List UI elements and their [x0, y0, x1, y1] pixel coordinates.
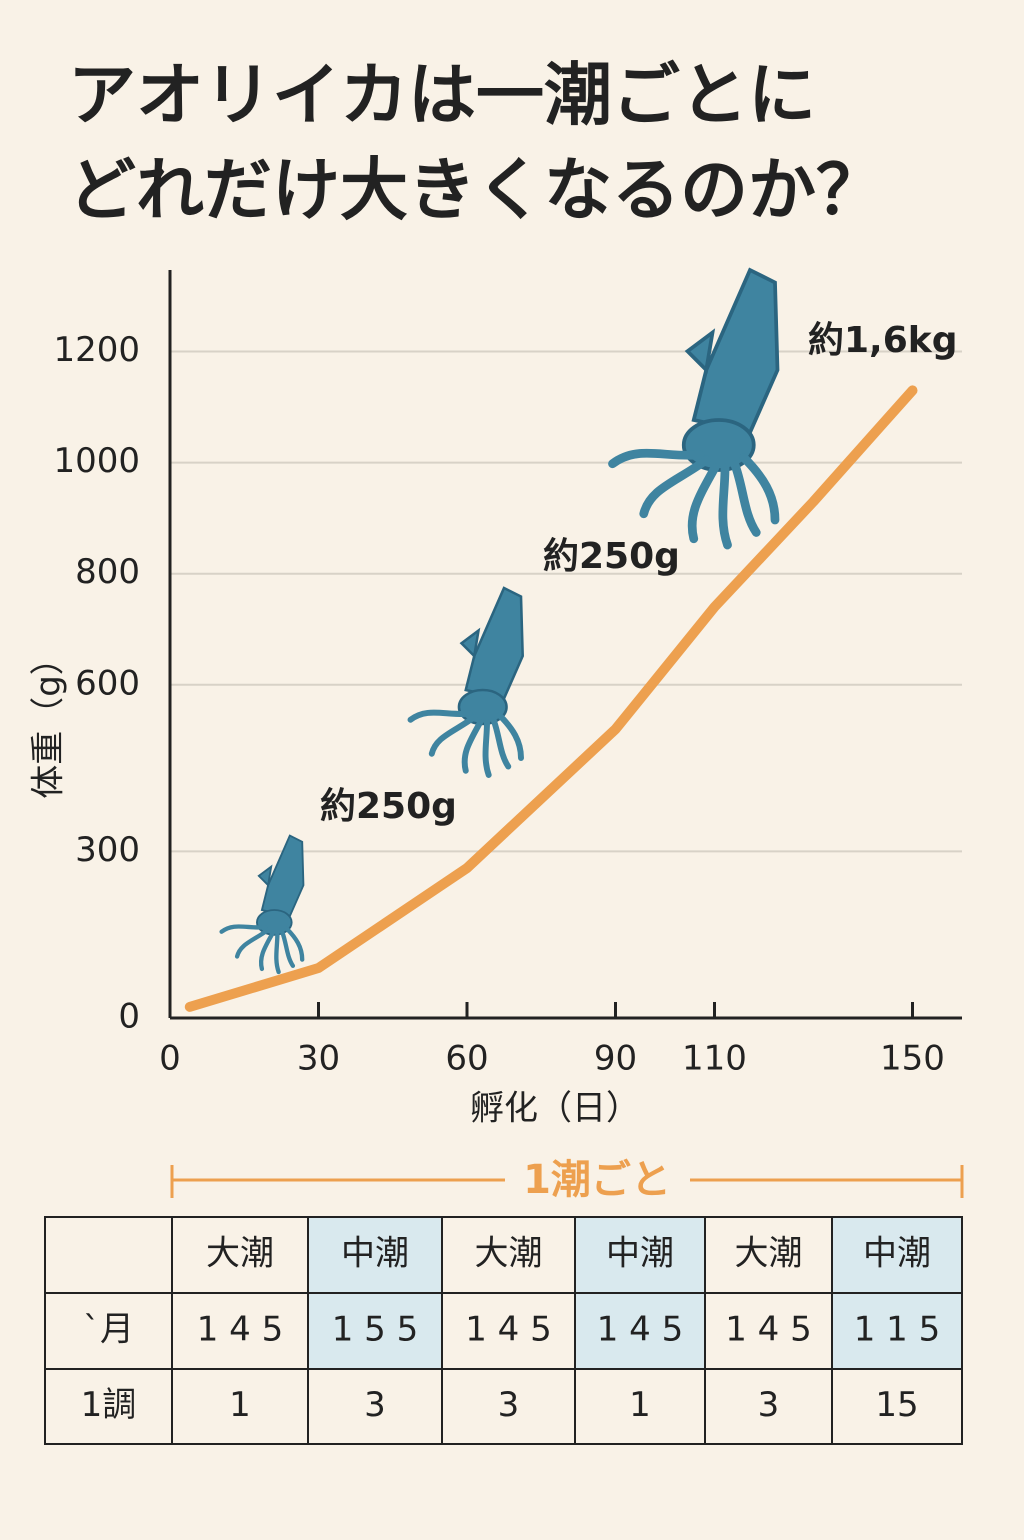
x-tick-label: 90: [594, 1039, 637, 1079]
table-cell: [44, 1216, 173, 1294]
table-cell: [704, 1292, 833, 1370]
table-cell: [574, 1216, 706, 1294]
x-tick-label: 60: [445, 1039, 488, 1079]
cell-text: 大潮: [475, 1234, 543, 1274]
bracket-bg: [505, 1155, 690, 1205]
x-tick-label: 30: [297, 1039, 340, 1079]
table-cell: [831, 1292, 963, 1370]
x-tick-label: 110: [682, 1039, 747, 1079]
cell-text: 大潮: [206, 1234, 274, 1274]
cell-text: 1 4 5: [597, 1310, 684, 1350]
table-cell: [307, 1216, 443, 1294]
cell-text: 1 4 5: [725, 1310, 812, 1350]
cell-text: 大潮: [735, 1234, 803, 1274]
table-cell: [171, 1292, 309, 1370]
table-cell: [441, 1368, 576, 1445]
x-tick-label: 0: [159, 1039, 181, 1079]
table-cell: [307, 1368, 443, 1445]
x-axis-label: 孵化（日）: [470, 1089, 640, 1129]
annotation: 約250g: [543, 536, 680, 577]
bracket-label: 1潮ごと: [523, 1157, 671, 1203]
table-cell: [44, 1368, 173, 1445]
data-line: [184, 385, 918, 1012]
cell-text: 中潮: [863, 1234, 931, 1274]
title-line: どれだけ大きくなるのか？: [68, 152, 884, 231]
y-tick-label: 0: [118, 997, 140, 1037]
cell-text: 3: [498, 1385, 520, 1425]
y-tick-label: 1200: [53, 330, 140, 370]
cell-text: 1: [229, 1385, 251, 1425]
title-line: アオリイカは一潮ごとに: [68, 57, 816, 136]
cell-text: `月: [83, 1310, 134, 1350]
y-tick-label: 800: [75, 552, 140, 592]
table-cell: [171, 1368, 309, 1445]
y-tick-label: 300: [75, 830, 140, 870]
table-cell: [831, 1368, 963, 1445]
squid-icon: [613, 270, 778, 545]
cell-text: 中潮: [341, 1234, 409, 1274]
annotation: 約250g: [320, 786, 457, 827]
table-cell: [574, 1368, 706, 1445]
y-tick-label: 1000: [53, 441, 140, 481]
x-tick-label: 150: [880, 1039, 945, 1079]
cell-text: 1 1 5: [854, 1310, 941, 1350]
y-tick-label: 600: [75, 663, 140, 703]
squid-icon: [411, 588, 523, 775]
y-axis-label: 体重（g）: [29, 641, 69, 799]
cell-text: 1 4 5: [197, 1310, 284, 1350]
cell-text: 中潮: [606, 1234, 674, 1274]
cell-text: 1 5 5: [332, 1310, 419, 1350]
table-cell: [441, 1292, 576, 1370]
squid-icon: [222, 836, 304, 972]
cell-text: 1調: [81, 1385, 137, 1425]
cell-text: 15: [875, 1385, 918, 1425]
annotation: 約1,6kg: [808, 320, 958, 361]
cell-text: 3: [758, 1385, 780, 1425]
table-cell: [704, 1368, 833, 1445]
table-cell: [831, 1216, 963, 1294]
cell-text: 1: [629, 1385, 651, 1425]
cell-text: 3: [364, 1385, 386, 1425]
cell-text: 1 4 5: [465, 1310, 552, 1350]
